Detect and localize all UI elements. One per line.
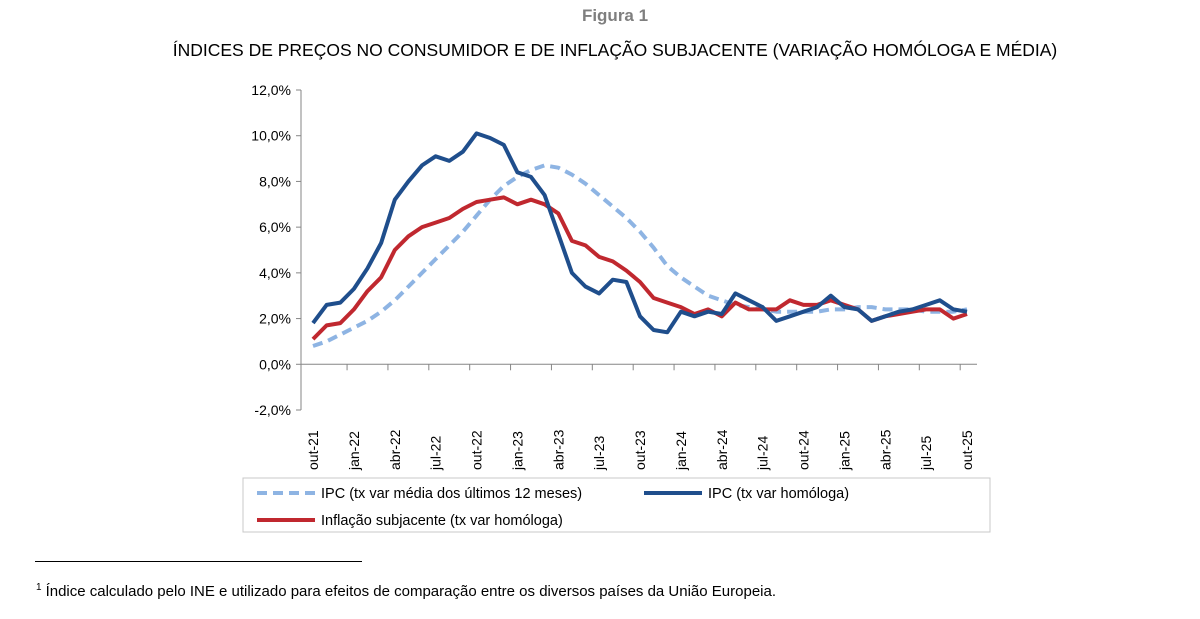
footnote: 1 Índice calculado pelo INE e utilizado p…: [36, 582, 776, 600]
x-tick-label: jan-25: [836, 431, 852, 471]
x-tick-label: out-24: [796, 430, 812, 470]
x-tick-label: jul-25: [918, 436, 934, 471]
x-tick-label: jul-23: [591, 436, 607, 471]
series-line-0: [312, 163, 968, 348]
y-tick-label: 0,0%: [259, 356, 291, 372]
x-tick-label: abr-24: [714, 429, 730, 470]
series-line-1: [311, 131, 968, 335]
x-tick-label: jan-22: [346, 431, 362, 471]
y-tick-label: 8,0%: [259, 173, 291, 189]
x-tick-label: abr-23: [550, 429, 566, 470]
x-tick-label: jul-22: [428, 436, 444, 471]
y-tick-label: 6,0%: [259, 219, 291, 235]
x-tick-label: out-22: [469, 430, 485, 470]
y-tick-label: 12,0%: [251, 82, 291, 98]
legend-label: Inflação subjacente (tx var homóloga): [321, 513, 563, 529]
x-tick-label: abr-25: [877, 429, 893, 470]
figure-label: Figura 1: [581, 6, 649, 25]
footnote-marker: 1: [36, 582, 42, 593]
y-tick-label: 4,0%: [259, 265, 291, 281]
x-tick-label: out-23: [632, 430, 648, 470]
y-tick-label: -2,0%: [254, 402, 291, 418]
x-tick-label: out-25: [959, 430, 975, 470]
x-tick-label: jan-23: [509, 431, 525, 471]
footnote-text: Índice calculado pelo INE e utilizado pa…: [45, 583, 776, 600]
legend: [242, 477, 991, 533]
legend-label: IPC (tx var homóloga): [708, 486, 849, 502]
y-tick-label: 2,0%: [259, 311, 291, 327]
x-tick-label: abr-22: [387, 429, 403, 470]
y-tick-label: 10,0%: [251, 128, 291, 144]
footnote-divider: [35, 561, 362, 562]
x-tick-label: out-21: [305, 430, 321, 470]
x-tick-label: jul-24: [755, 436, 771, 471]
legend-label: IPC (tx var média dos últimos 12 meses): [321, 486, 582, 502]
x-tick-label: jan-24: [673, 431, 689, 471]
chart-title: ÍNDICES DE PREÇOS NO CONSUMIDOR E DE INF…: [172, 40, 1058, 60]
